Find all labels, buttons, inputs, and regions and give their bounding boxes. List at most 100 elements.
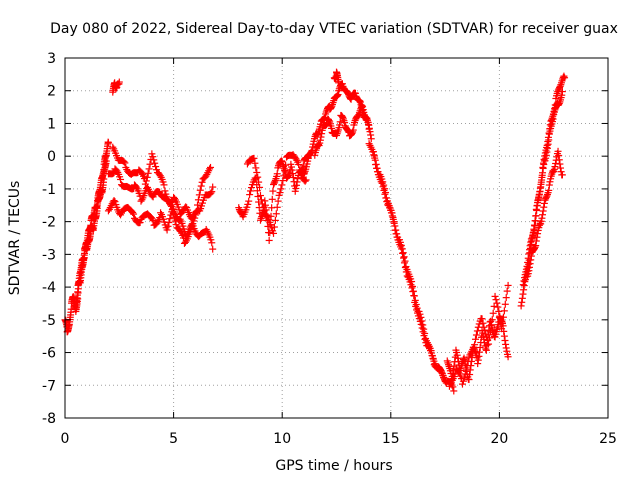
data-point (518, 294, 526, 302)
data-point (278, 181, 286, 189)
data-point (197, 182, 205, 190)
data-point (80, 251, 88, 259)
data-point (409, 287, 417, 295)
data-point (400, 259, 408, 267)
data-point (529, 232, 537, 240)
data-point (557, 164, 565, 172)
data-point (255, 178, 263, 186)
data-point (398, 245, 406, 253)
data-point (280, 172, 288, 180)
data-point (498, 325, 506, 333)
data-point (165, 218, 173, 226)
x-tick-label: 5 (169, 431, 178, 447)
data-point (325, 117, 333, 125)
series-spike-12h (330, 68, 343, 87)
data-point (557, 168, 565, 176)
data-point (521, 274, 529, 282)
series-mid-9h-b (243, 151, 310, 237)
data-point (281, 167, 289, 175)
data-point (540, 203, 548, 211)
data-point (525, 267, 533, 275)
data-point (320, 114, 328, 122)
data-point (518, 298, 526, 306)
data-point (525, 263, 533, 271)
data-point (250, 154, 258, 162)
data-point (256, 183, 264, 191)
data-point (502, 340, 510, 348)
y-tick-label: -6 (42, 346, 56, 362)
data-point (527, 238, 535, 246)
data-point (141, 180, 149, 188)
series-spike-2h (109, 78, 123, 96)
y-tick-labels: 3 2 1 0 -1 -2 -3 -4 -5 -6 -7 -8 (42, 51, 56, 427)
data-point (499, 313, 507, 321)
data-point (527, 252, 535, 260)
data-point (104, 139, 112, 147)
data-point (295, 161, 303, 169)
data-point (410, 292, 418, 300)
y-tick-label: -4 (42, 280, 56, 296)
data-point (149, 153, 157, 161)
data-point (74, 288, 82, 296)
data-point (171, 217, 179, 225)
data-point (207, 189, 215, 197)
data-point (465, 376, 473, 384)
data-point (288, 166, 296, 174)
data-point (195, 191, 203, 199)
data-point (302, 176, 310, 184)
data-point (109, 169, 117, 177)
data-point (416, 310, 424, 318)
data-point (539, 211, 547, 219)
data-point (273, 203, 281, 211)
data-point (301, 169, 309, 177)
data-point (492, 296, 500, 304)
data-point (462, 366, 470, 374)
data-point (388, 209, 396, 217)
y-tick-label: -3 (42, 247, 56, 263)
axis-ticks (64, 57, 609, 419)
data-point (288, 163, 296, 171)
data-point (561, 74, 569, 82)
data-point (543, 144, 551, 152)
data-point (354, 112, 362, 120)
data-point (500, 332, 508, 340)
data-point (533, 202, 541, 210)
data-point (455, 368, 463, 376)
grid-lines (65, 58, 608, 418)
data-point (549, 115, 557, 123)
data-point (482, 346, 490, 354)
data-point (292, 181, 300, 189)
data-point (540, 160, 548, 168)
data-point (207, 236, 215, 244)
data-points (61, 68, 569, 395)
data-point (420, 325, 428, 333)
data-point (335, 79, 343, 87)
data-point (396, 238, 404, 246)
data-point (206, 165, 214, 173)
data-point (463, 362, 471, 370)
data-point (531, 217, 539, 225)
data-point (269, 187, 277, 195)
data-point (148, 215, 156, 223)
data-point (263, 212, 271, 220)
data-point (367, 131, 375, 139)
data-point (256, 192, 264, 200)
y-tick-label: 0 (47, 149, 56, 165)
data-point (458, 380, 466, 388)
data-point (318, 130, 326, 138)
data-point (478, 315, 486, 323)
data-point (532, 242, 540, 250)
data-point (339, 113, 347, 121)
data-point (336, 121, 344, 129)
data-point (485, 340, 493, 348)
data-point (258, 200, 266, 208)
data-point (150, 156, 158, 164)
data-point (151, 159, 159, 167)
data-point (479, 319, 487, 327)
data-point (551, 163, 559, 171)
data-point (317, 133, 325, 141)
data-point (271, 216, 279, 224)
data-point (544, 140, 552, 148)
data-point (282, 161, 290, 169)
data-point (494, 303, 502, 311)
